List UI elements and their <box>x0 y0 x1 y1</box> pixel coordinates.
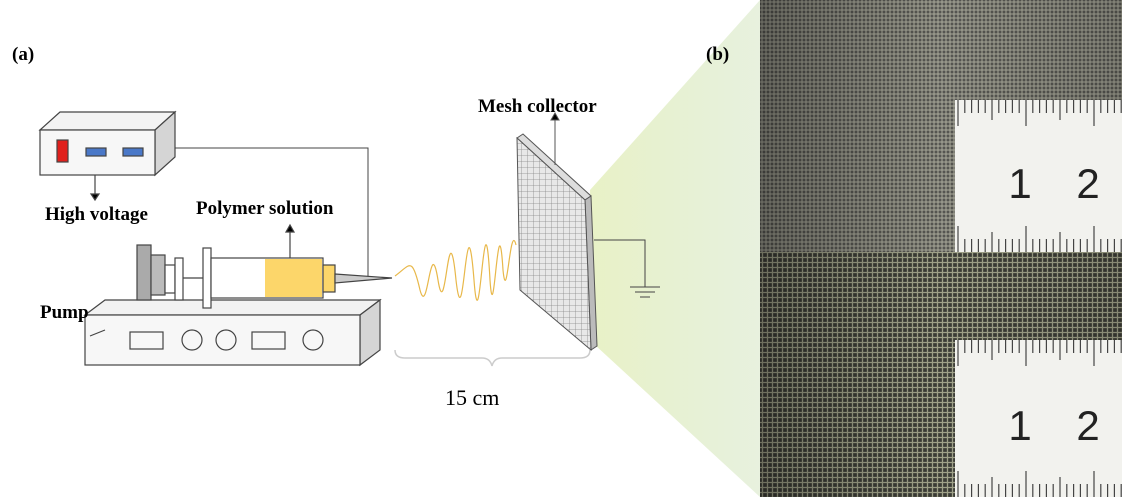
pump <box>85 300 380 315</box>
panel-label: (a) <box>12 44 34 65</box>
syringe <box>335 274 392 283</box>
voltage-supply <box>123 148 143 156</box>
panel-label: (b) <box>706 44 729 65</box>
label: Mesh collector <box>478 96 597 117</box>
label: 15 cm <box>445 385 499 410</box>
voltage-supply <box>86 148 106 156</box>
voltage-supply <box>57 140 68 162</box>
syringe <box>151 255 165 295</box>
syringe <box>165 265 175 293</box>
ruler-number: 2 <box>1076 160 1099 207</box>
label: High voltage <box>45 204 148 225</box>
syringe <box>265 259 322 297</box>
view-cone <box>590 0 760 497</box>
brace <box>395 350 590 366</box>
syringe <box>203 248 211 308</box>
figure: 1 2 1 2 (a) (b) High voltage Pump <box>0 0 1122 497</box>
voltage-supply <box>40 112 175 200</box>
jet <box>395 241 516 301</box>
mesh-photo: 1 2 1 2 <box>760 0 1122 497</box>
ruler-number: 1 <box>1008 402 1031 449</box>
pump <box>85 300 380 365</box>
mesh-collector <box>517 113 597 350</box>
label: Polymer solution <box>196 198 334 219</box>
syringe <box>286 225 294 232</box>
syringe <box>323 265 335 292</box>
voltage-supply <box>40 112 175 130</box>
pump <box>85 315 360 365</box>
label: Pump <box>40 302 89 323</box>
voltage-supply <box>91 194 99 200</box>
ruler-number: 1 <box>1008 160 1031 207</box>
syringe <box>137 245 151 300</box>
syringe <box>175 258 183 300</box>
ruler-number: 2 <box>1076 402 1099 449</box>
syringe <box>137 225 392 308</box>
